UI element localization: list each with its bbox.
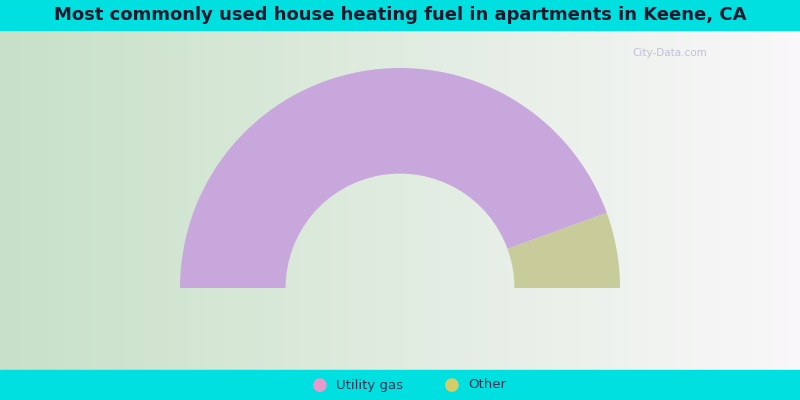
Bar — [0, 0, 800, 30]
Bar — [0, 370, 800, 400]
Text: ●: ● — [312, 376, 328, 394]
Text: ●: ● — [444, 376, 460, 394]
Wedge shape — [507, 213, 620, 288]
Text: Other: Other — [468, 378, 506, 392]
Text: Most commonly used house heating fuel in apartments in Keene, CA: Most commonly used house heating fuel in… — [54, 6, 746, 24]
Text: City-Data.com: City-Data.com — [632, 48, 706, 58]
Wedge shape — [180, 68, 606, 288]
Text: Utility gas: Utility gas — [336, 378, 403, 392]
